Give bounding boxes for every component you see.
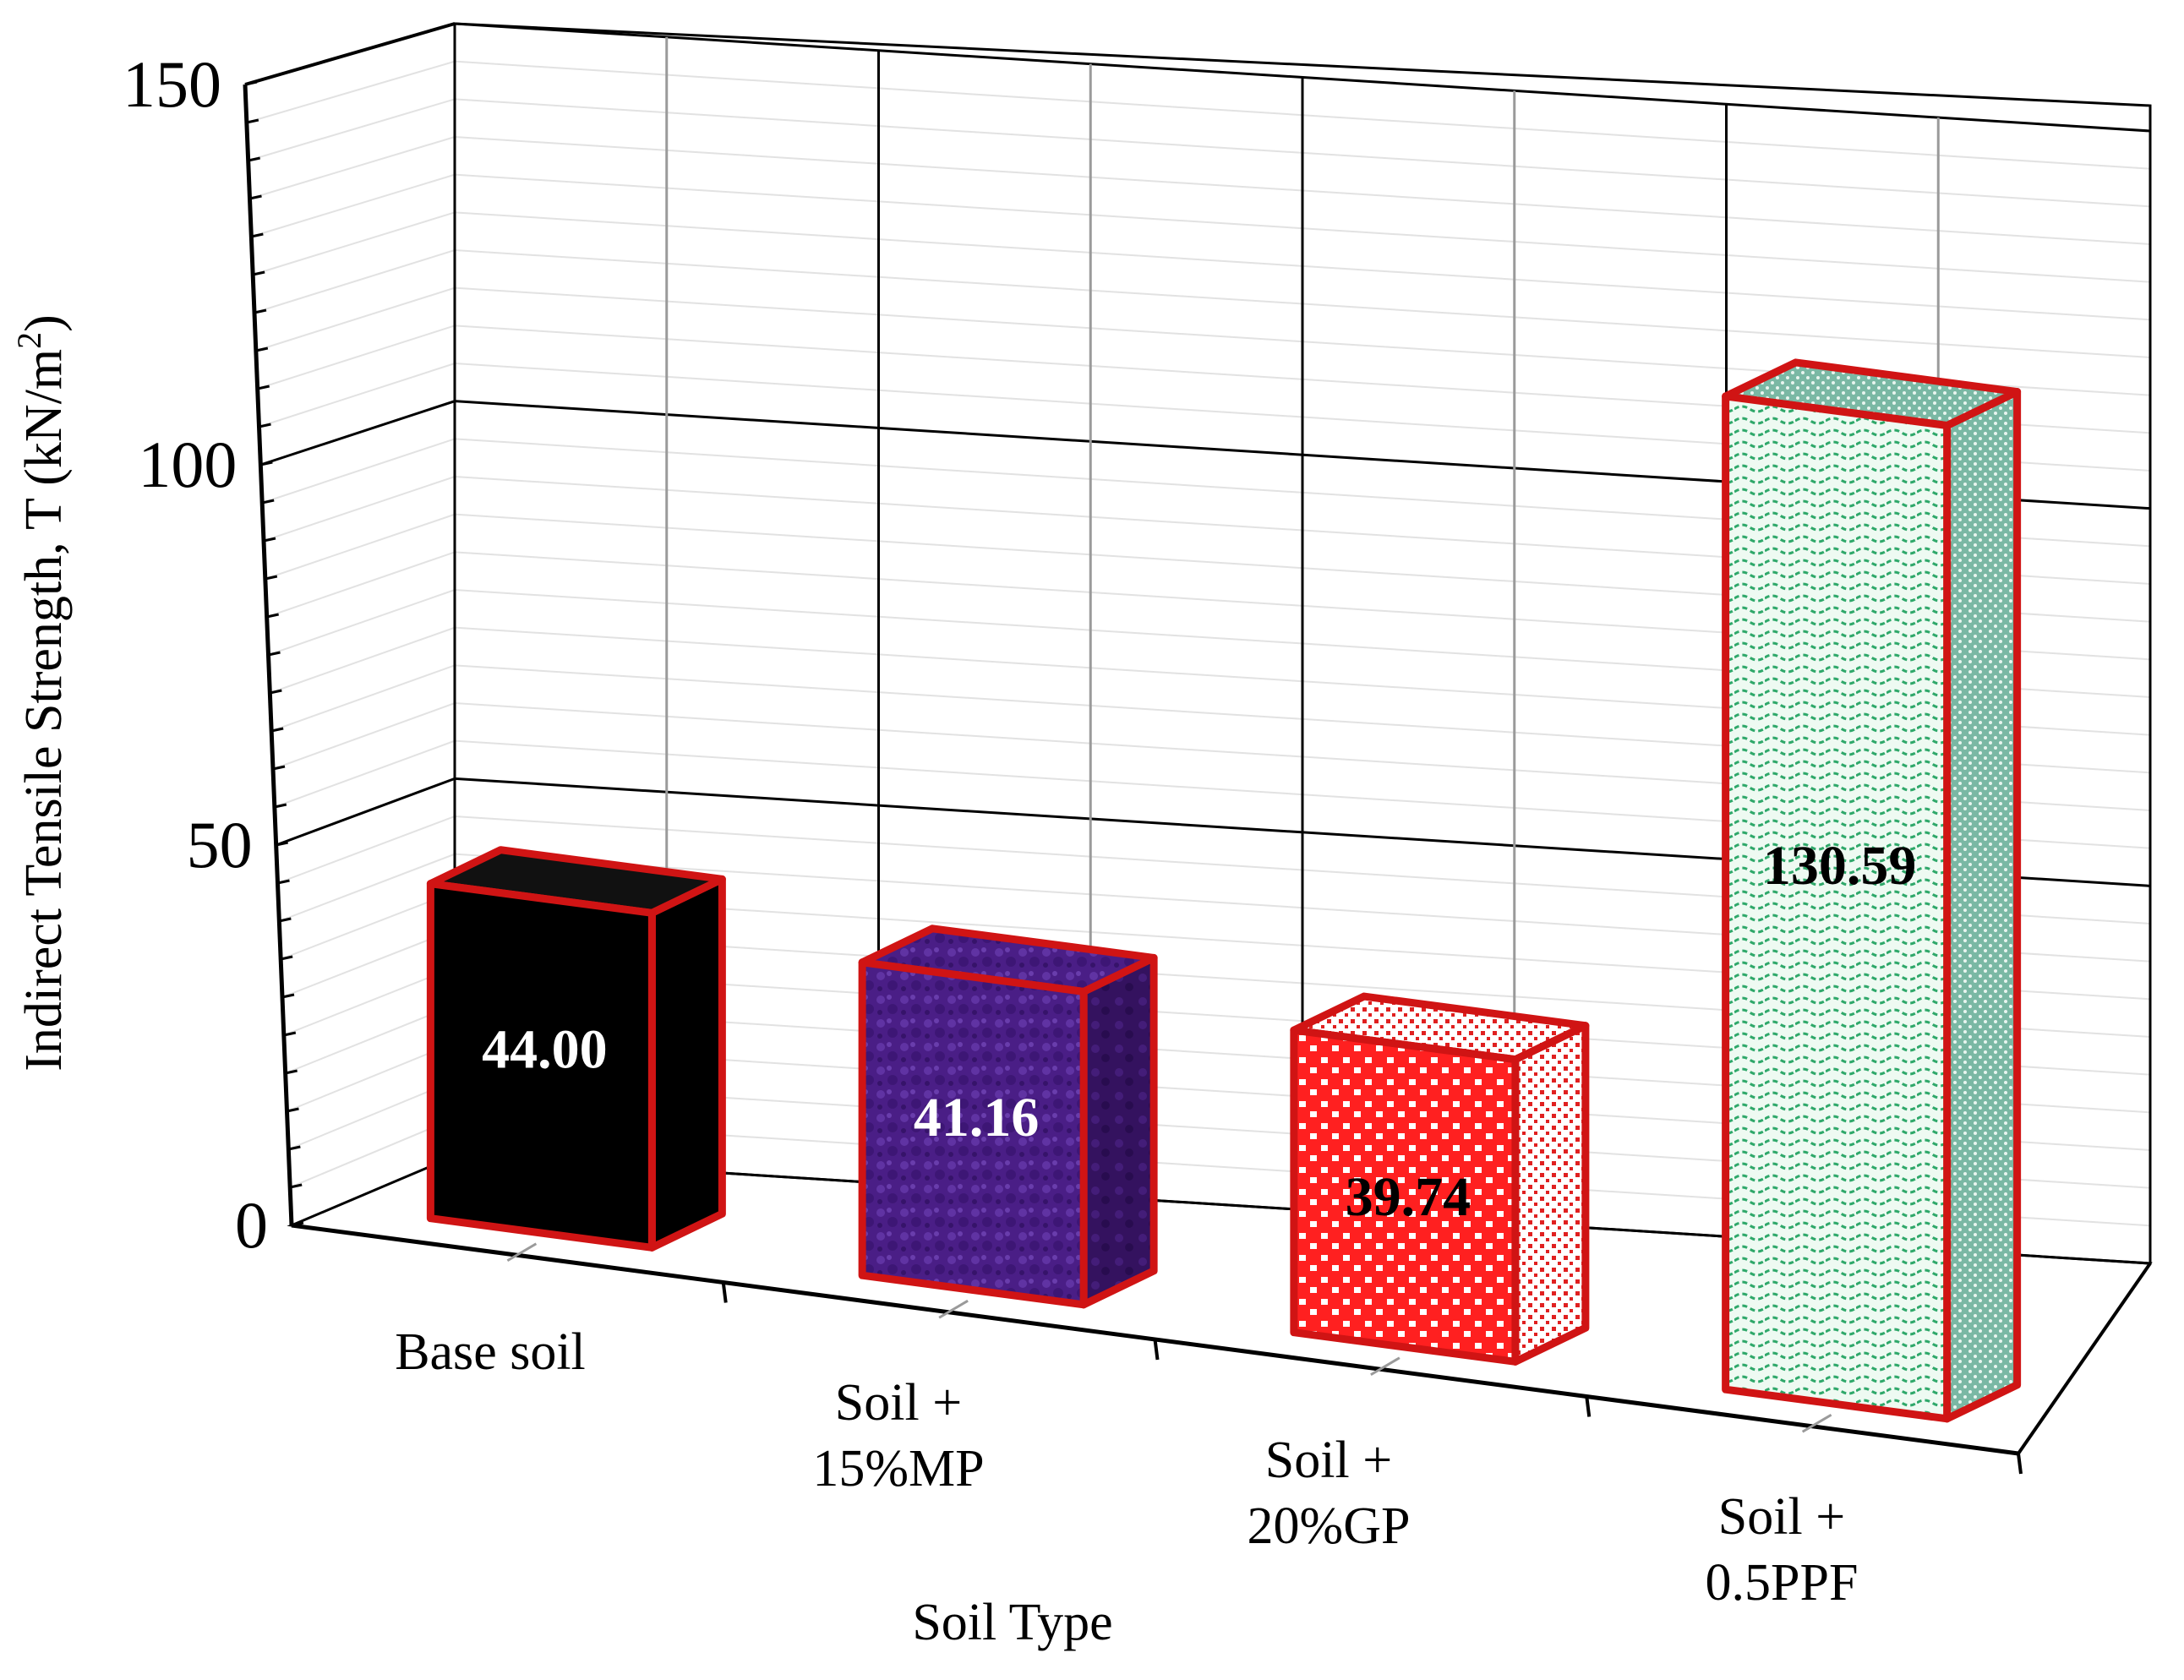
x-tick-label: Base soil [395, 1323, 586, 1381]
major-gridline [244, 22, 2151, 133]
bar-value-label: 41.16 [914, 1087, 1040, 1148]
y-tick-mark [259, 423, 271, 428]
x-tick-label: Soil + [1718, 1488, 1845, 1546]
y-tick-mark [265, 575, 278, 581]
y-tick-mark [274, 803, 287, 809]
bar-value-label: 44.00 [482, 1019, 608, 1081]
y-tick-mark [249, 194, 262, 200]
y-tick-mark [252, 270, 265, 276]
y-tick-mark [276, 841, 288, 847]
x-tick-mark [1585, 1396, 1592, 1417]
x-axis-right-edge [2017, 1262, 2152, 1455]
bar-side-face [1079, 953, 1158, 1309]
minor-gridline [252, 211, 2151, 321]
minor-gridline [248, 98, 2151, 208]
y-tick-mark [251, 232, 264, 238]
y-axis-title-main: Indirect Tensile Strength, T (kN/m [15, 349, 73, 1072]
x-axis-title: Soil Type [912, 1594, 1112, 1651]
y-tick-mark [255, 346, 269, 352]
bar-front-face [426, 880, 656, 1252]
minor-gridline [251, 173, 2151, 283]
y-axis-title-close: ) [15, 314, 73, 332]
bar-front-face [1290, 1026, 1520, 1366]
y-tick-mark [291, 1221, 304, 1227]
bar-front-face [1722, 392, 1952, 1423]
bars: 44.00 41.16 39.74 130.59 [426, 358, 2022, 1423]
minor-gridline [254, 248, 2151, 358]
x-tick-mark [1153, 1339, 1160, 1361]
minor-gridline [249, 135, 2151, 245]
x-ticks [506, 1242, 2023, 1475]
y-tick-mark [248, 156, 260, 162]
y-tick-mark [289, 1183, 303, 1189]
category-floor-tick [506, 1242, 538, 1263]
bar: 41.16 [858, 925, 1158, 1309]
y-tick-mark [283, 1031, 297, 1037]
category-labels: Base soil Soil + 15%MP Soil + 20%GP Soil + 0.5… [395, 1323, 1858, 1612]
bar: 44.00 [426, 846, 726, 1252]
y-tick-mark [288, 1145, 301, 1151]
bar-side-face [1511, 1022, 1590, 1366]
y-tick-mark [244, 80, 258, 86]
x-tick-label: Soil + [1265, 1432, 1392, 1489]
y-tick-mark [277, 879, 290, 885]
y-tick-mark [266, 613, 279, 619]
x-tick-label: 15%MP [812, 1440, 984, 1497]
y-ticks: 0 50 100 150 [123, 47, 304, 1262]
y-tick-label: 50 [187, 808, 253, 881]
y-tick-mark [270, 689, 282, 695]
bar-front-face [858, 958, 1088, 1309]
y-tick-mark [285, 1069, 298, 1075]
y-axis-title-superscript: 2 [10, 332, 48, 349]
y-axis-back-edge [244, 22, 456, 86]
y-tick-mark [257, 385, 270, 390]
category-floor-tick [938, 1299, 969, 1319]
y-tick-mark [260, 461, 273, 466]
y-tick-mark [280, 955, 293, 961]
x-tick-mark [2017, 1453, 2023, 1475]
y-tick-mark [261, 499, 275, 505]
y-tick-label: 0 [235, 1188, 268, 1262]
y-axis-title: Indirect Tensile Strength, T (kN/m2) [10, 314, 73, 1072]
y-tick-mark [268, 651, 281, 657]
bar: 130.59 [1722, 358, 2022, 1423]
y-tick-mark [263, 537, 276, 543]
bar-side-face [1943, 388, 2022, 1423]
bar-value-label: 130.59 [1763, 835, 1917, 897]
bar: 39.74 [1290, 992, 1590, 1366]
category-floor-tick [1801, 1413, 1832, 1433]
category-floor-tick [1370, 1356, 1400, 1377]
minor-gridline [246, 60, 2151, 170]
y-tick-mark [281, 993, 295, 999]
bar-side-face [647, 875, 726, 1252]
x-tick-mark [721, 1282, 728, 1303]
bar-value-label: 39.74 [1346, 1166, 1471, 1228]
x-tick-label: 0.5PPF [1706, 1554, 1859, 1612]
y-tick-mark [279, 917, 292, 923]
y-tick-label: 100 [138, 428, 237, 501]
y-tick-mark [287, 1107, 299, 1113]
y-tick-mark [246, 118, 259, 124]
y-tick-mark [272, 765, 286, 771]
x-tick-label: Soil + [835, 1374, 962, 1432]
y-tick-label: 150 [123, 47, 221, 121]
x-tick-label: 20%GP [1248, 1497, 1411, 1555]
y-tick-mark [254, 308, 267, 314]
y-tick-mark [270, 727, 284, 733]
